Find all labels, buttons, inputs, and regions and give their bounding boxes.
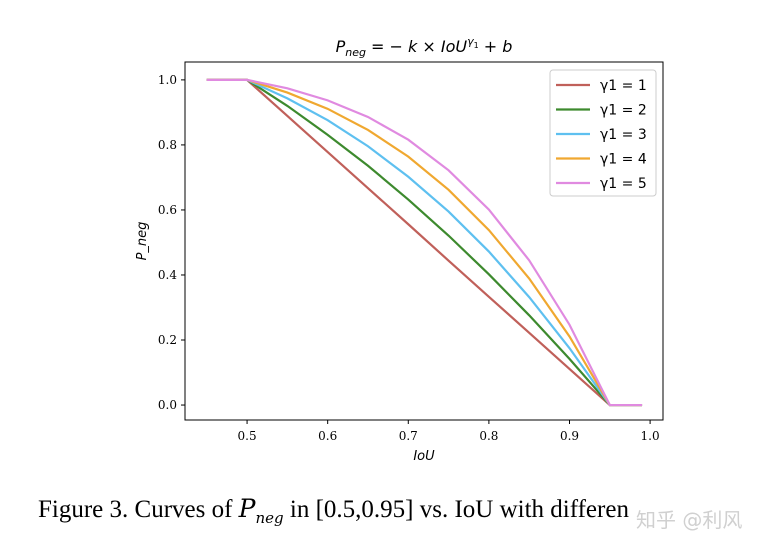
x-tick-label: 1.0: [641, 429, 660, 443]
series-line-4: [206, 78, 643, 407]
series-line-1: [206, 78, 643, 407]
x-tick-label: 0.5: [238, 429, 257, 443]
legend-label: γ1 = 2: [600, 103, 647, 119]
x-tick-label: 0.7: [399, 429, 418, 443]
series-line-2: [206, 78, 643, 407]
watermark: 知乎 @利风: [636, 508, 743, 532]
chart-title: Pneg = − k × IoUγ1 + b: [336, 35, 513, 59]
legend-label: γ1 = 1: [600, 78, 647, 94]
series-line-5: [206, 78, 643, 407]
y-tick-label: 0.0: [158, 398, 177, 412]
x-tick-label: 0.9: [560, 429, 579, 443]
plot-area: [184, 61, 664, 421]
x-tick-label: 0.8: [479, 429, 498, 443]
y-tick-label: 0.8: [158, 138, 177, 152]
series-line-3: [206, 78, 643, 407]
legend: γ1 = 1 γ1 = 2 γ1 = 3 γ1 = 4 γ1 = 5: [549, 69, 657, 197]
figure-caption: Figure 3. Curves of Pneg in [0.5,0.95] v…: [38, 494, 629, 527]
y-axis-label: P_neg: [135, 222, 150, 261]
y-tick-label: 0.2: [158, 333, 177, 347]
x-axis-label: IoU: [413, 449, 435, 464]
legend-label: γ1 = 3: [600, 127, 647, 143]
legend-label: γ1 = 4: [600, 152, 647, 168]
chart: Pneg = − k × IoUγ1 + b 0.5 0.6 0.7 0.8 0.9 1.…: [135, 35, 664, 464]
y-tick-label: 1.0: [158, 73, 177, 87]
x-tick-label: 0.6: [318, 429, 337, 443]
y-tick-label: 0.4: [158, 268, 177, 282]
legend-label: γ1 = 5: [600, 176, 647, 192]
y-tick-label: 0.6: [158, 203, 177, 217]
